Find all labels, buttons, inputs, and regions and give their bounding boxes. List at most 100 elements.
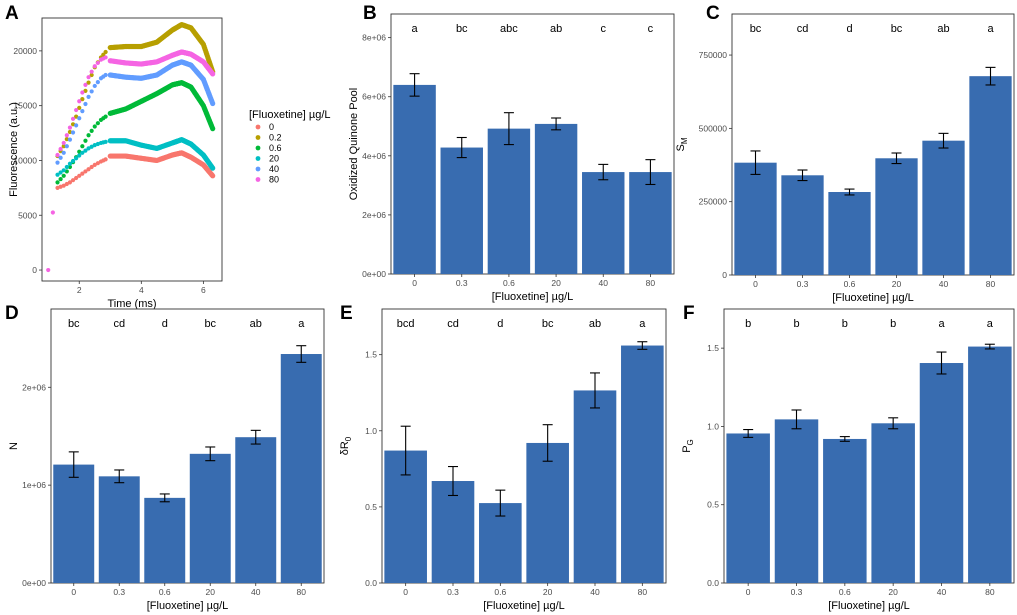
y-tick-label: 15000 xyxy=(13,101,37,111)
data-point xyxy=(70,178,76,183)
y-tick-label: 1.5 xyxy=(365,350,377,360)
x-tick-label: 40 xyxy=(939,279,949,289)
significance-letter: cd xyxy=(113,318,125,330)
data-point xyxy=(83,138,88,143)
legend-key-0.2 xyxy=(255,135,261,140)
series-0.2 xyxy=(55,21,216,159)
data-point xyxy=(58,176,63,182)
significance-letter: b xyxy=(842,318,848,330)
data-point xyxy=(86,80,91,85)
data-point xyxy=(103,157,108,162)
error-bar-80 xyxy=(296,345,307,363)
significance-letter: bc xyxy=(542,318,554,330)
data-point xyxy=(46,267,51,273)
bar-80 xyxy=(621,345,664,583)
data-point xyxy=(89,144,94,149)
error-bar-0 xyxy=(743,429,754,438)
bar-0.6 xyxy=(487,128,531,274)
data-point xyxy=(61,168,66,173)
x-tick-label: 0.6 xyxy=(159,587,171,597)
data-point xyxy=(83,101,88,107)
x-axis-title: [Fluoxetine] µg/L xyxy=(483,600,565,612)
significance-letter: cd xyxy=(447,318,459,330)
significance-letter: c xyxy=(648,23,654,35)
x-tick-label: 0.6 xyxy=(844,279,856,289)
data-point xyxy=(80,90,85,95)
data-point xyxy=(80,109,85,114)
panel-letter-b: B xyxy=(363,3,377,24)
data-point xyxy=(74,156,79,161)
bar-20 xyxy=(189,453,231,583)
data-point xyxy=(89,128,94,133)
data-point xyxy=(61,173,66,178)
data-point xyxy=(67,137,73,142)
x-axis-title: Time (ms) xyxy=(107,298,156,310)
y-tick-label: 0 xyxy=(32,265,37,275)
data-point xyxy=(64,164,69,170)
error-bar-0 xyxy=(409,73,420,97)
data-point xyxy=(64,144,69,149)
x-tick-label: 0 xyxy=(746,587,751,597)
y-tick-label: 4e+06 xyxy=(362,151,386,161)
data-point xyxy=(64,136,69,142)
x-tick-label: 0 xyxy=(412,278,417,288)
data-point xyxy=(80,96,85,102)
error-bar-0.3 xyxy=(448,465,458,497)
data-point xyxy=(58,155,63,160)
legend-label: 20 xyxy=(269,154,279,164)
significance-letter: b xyxy=(793,318,799,330)
data-point xyxy=(61,144,66,149)
x-tick-label: 80 xyxy=(646,278,656,288)
data-point xyxy=(210,126,216,132)
legend-key-0 xyxy=(255,124,261,130)
error-bar-40 xyxy=(598,163,609,181)
legend-key-40 xyxy=(255,166,261,172)
significance-letter: a xyxy=(639,318,646,330)
legend-key-20 xyxy=(255,156,261,161)
data-point xyxy=(103,55,108,60)
series-0 xyxy=(55,150,216,190)
series-40 xyxy=(55,59,216,165)
bar-0.3 xyxy=(774,419,819,583)
error-bar-40 xyxy=(250,429,261,445)
data-point xyxy=(55,172,60,177)
y-tick-label: 500000 xyxy=(699,123,728,133)
bar-20 xyxy=(534,123,578,274)
bar-40 xyxy=(235,437,277,583)
data-point xyxy=(50,210,55,215)
y-tick-label: 1.0 xyxy=(365,426,377,436)
bar-20 xyxy=(871,423,915,583)
data-point xyxy=(95,161,100,166)
y-tick-label: 0.5 xyxy=(707,500,719,510)
plot-border xyxy=(381,308,667,584)
data-point xyxy=(61,140,66,146)
bar-0.3 xyxy=(98,476,140,583)
significance-letter: cd xyxy=(797,23,809,35)
y-axis-title-main: S xyxy=(675,144,687,151)
y-axis-title-sub: G xyxy=(686,439,695,445)
x-tick-label: 0 xyxy=(71,587,76,597)
bar-80 xyxy=(969,76,1012,276)
error-bar-80 xyxy=(985,66,996,86)
significance-letter: bc xyxy=(68,318,80,330)
data-point xyxy=(89,72,94,78)
data-point xyxy=(95,121,100,126)
data-point xyxy=(210,165,216,171)
data-point xyxy=(70,158,76,164)
y-tick-label: 2e+06 xyxy=(22,382,46,392)
data-point xyxy=(64,181,69,187)
bar-80 xyxy=(968,346,1012,583)
significance-letter: ab xyxy=(937,23,949,35)
significance-letter: a xyxy=(938,318,945,330)
y-tick-label: 8e+06 xyxy=(362,33,386,43)
panel-letter-d: D xyxy=(5,303,19,324)
significance-letter: d xyxy=(497,318,503,330)
error-bar-40 xyxy=(590,372,600,409)
data-point xyxy=(80,144,85,149)
data-point xyxy=(74,123,79,128)
x-tick-label: 20 xyxy=(206,587,216,597)
bar-0 xyxy=(726,433,770,583)
data-point xyxy=(89,164,94,170)
legend-label: 40 xyxy=(269,164,279,174)
